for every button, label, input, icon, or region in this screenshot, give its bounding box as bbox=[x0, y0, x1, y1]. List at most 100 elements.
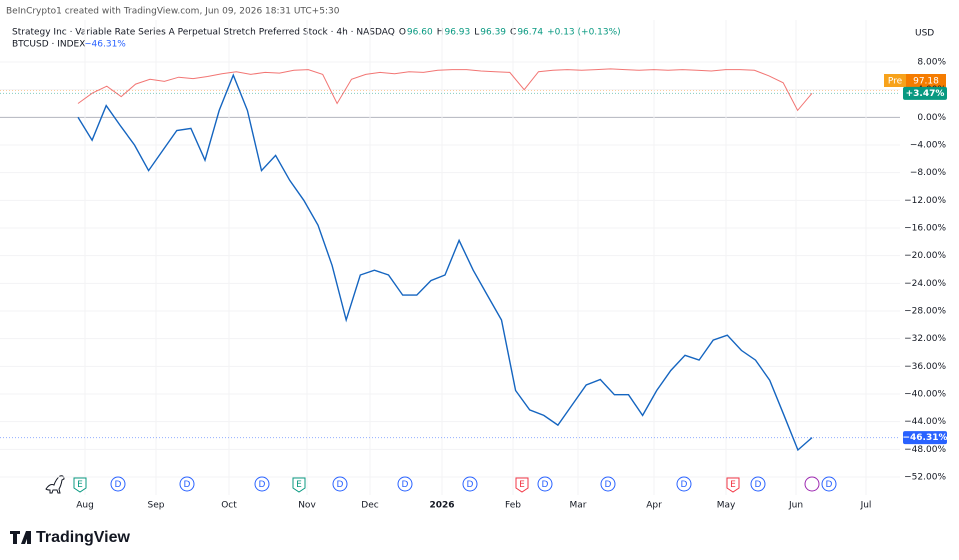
series-line bbox=[77, 73, 813, 452]
x-tick-label: Apr bbox=[646, 501, 662, 511]
earnings-icon bbox=[292, 477, 306, 493]
x-tick-label: 2026 bbox=[429, 501, 454, 511]
event-label: D bbox=[681, 480, 688, 490]
event-marker: E bbox=[515, 477, 529, 493]
dividend-icon bbox=[332, 476, 348, 492]
logo: TradingView bbox=[10, 529, 131, 546]
ohlc-key: H bbox=[437, 28, 444, 38]
dividend-icon bbox=[537, 476, 553, 492]
y-tick-label: −44.00% bbox=[904, 417, 946, 427]
x-tick-label: Sep bbox=[148, 501, 165, 511]
y-tick-label: −24.00% bbox=[904, 279, 946, 289]
y-tick-label: −12.00% bbox=[904, 196, 946, 206]
event-label: D bbox=[115, 480, 122, 490]
credit: BeInCrypto1 created with TradingView.com… bbox=[6, 7, 340, 17]
x-tick-label: Oct bbox=[221, 501, 237, 511]
ohlc-value: 96.74 bbox=[517, 28, 543, 38]
event-label: D bbox=[755, 480, 762, 490]
event-marker: E bbox=[292, 477, 306, 493]
dividend-icon bbox=[600, 476, 616, 492]
event-marker: D bbox=[110, 476, 126, 492]
dividend-icon bbox=[462, 476, 478, 492]
y-tick-label: −4.00% bbox=[910, 141, 947, 151]
earnings-icon bbox=[73, 477, 87, 493]
event-marker: D bbox=[254, 476, 270, 492]
event-marker: D bbox=[821, 476, 837, 492]
event-marker: D bbox=[750, 476, 766, 492]
event-label: D bbox=[826, 480, 833, 490]
y-tick-label: −20.00% bbox=[904, 251, 946, 261]
compare-value: −46.31% bbox=[84, 40, 126, 50]
earnings-icon bbox=[726, 477, 740, 493]
dividend-icon bbox=[179, 476, 195, 492]
change: +0.13 (+0.13%) bbox=[547, 28, 621, 38]
event-label: D bbox=[337, 480, 344, 490]
x-tick-label: Dec bbox=[361, 501, 378, 511]
pre-label-bg bbox=[884, 74, 906, 87]
y-tick-label: −8.00% bbox=[910, 168, 947, 178]
event-label: E bbox=[296, 480, 302, 490]
dividend-icon bbox=[254, 476, 270, 492]
event-marker: E bbox=[73, 477, 87, 493]
dividend-icon bbox=[821, 476, 837, 492]
y-tick-label: −48.00% bbox=[904, 445, 946, 455]
split-icon bbox=[804, 476, 820, 492]
pre-badge: Pre 97.18 bbox=[884, 74, 946, 87]
y-tick-label: −28.00% bbox=[904, 307, 946, 317]
x-tick-label: Feb bbox=[505, 501, 521, 511]
y-tick-label: 8.00% bbox=[917, 58, 946, 68]
earnings-icon bbox=[515, 477, 529, 493]
brand: TradingView bbox=[36, 529, 131, 546]
event-label: D bbox=[259, 480, 266, 490]
x-tick-label: Nov bbox=[298, 501, 316, 511]
event-marker: D bbox=[537, 476, 553, 492]
event-marker: D bbox=[332, 476, 348, 492]
last-value-label: −46.31% bbox=[902, 433, 947, 443]
x-tick-label: Jun bbox=[788, 501, 803, 511]
event-label: D bbox=[605, 480, 612, 490]
event-label: D bbox=[184, 480, 191, 490]
x-tick-label: Jul bbox=[860, 501, 872, 511]
x-tick-label: May bbox=[717, 501, 736, 511]
x-tick-label: Mar bbox=[570, 501, 587, 511]
event-marker: D bbox=[600, 476, 616, 492]
x-tick-label: Aug bbox=[76, 501, 94, 511]
pre-label: Pre bbox=[888, 77, 903, 87]
last-value-bg bbox=[903, 431, 947, 445]
event-label: D bbox=[467, 480, 474, 490]
currency: USD bbox=[915, 29, 934, 39]
last-value-bg bbox=[903, 86, 947, 100]
y-tick-label: −40.00% bbox=[904, 390, 946, 400]
event-marker: D bbox=[462, 476, 478, 492]
event-label: E bbox=[519, 480, 525, 490]
ohlc-key: O bbox=[399, 28, 406, 38]
event-marker: D bbox=[179, 476, 195, 492]
y-tick-label: 0.00% bbox=[917, 113, 946, 123]
y-tick-label: −32.00% bbox=[904, 334, 946, 344]
event-label: D bbox=[402, 480, 409, 490]
dino bbox=[45, 475, 65, 494]
y-tick-label: −16.00% bbox=[904, 224, 946, 234]
last-value-label: +3.47% bbox=[906, 89, 945, 99]
event-label: E bbox=[730, 480, 736, 490]
event-marker: D bbox=[676, 476, 692, 492]
ohlc-value: 96.39 bbox=[480, 28, 506, 38]
dividend-icon bbox=[750, 476, 766, 492]
ohlc-key: L bbox=[474, 28, 479, 38]
dividend-icon bbox=[110, 476, 126, 492]
y-tick-label: −36.00% bbox=[904, 362, 946, 372]
dividend-icon bbox=[397, 476, 413, 492]
y-tick-label: −52.00% bbox=[904, 473, 946, 483]
ohlc-value: 96.60 bbox=[407, 28, 433, 38]
event-label: D bbox=[542, 480, 549, 490]
ohlc-value: 96.93 bbox=[444, 28, 470, 38]
dino-icon bbox=[45, 475, 65, 494]
event-marker: D bbox=[397, 476, 413, 492]
dividend-icon bbox=[676, 476, 692, 492]
series-line bbox=[77, 68, 813, 112]
pre-price-bg bbox=[906, 74, 946, 87]
pre-price: 97.18 bbox=[913, 77, 939, 87]
symbol: Strategy Inc · Variable Rate Series A Pe… bbox=[12, 28, 395, 38]
compare-symbol: BTCUSD · INDEX bbox=[12, 40, 85, 50]
